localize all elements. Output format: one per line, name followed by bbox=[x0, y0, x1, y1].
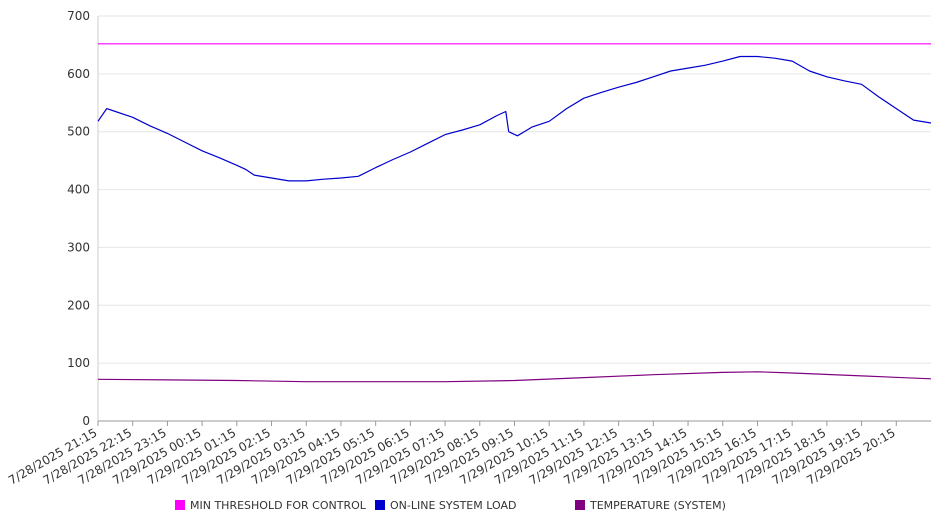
y-tick-label: 100 bbox=[67, 356, 90, 370]
gridlines bbox=[98, 15, 931, 364]
y-tick-label: 600 bbox=[67, 67, 90, 81]
legend-label: MIN THRESHOLD FOR CONTROL bbox=[190, 499, 367, 512]
legend-label: ON-LINE SYSTEM LOAD bbox=[390, 499, 516, 512]
series-lines bbox=[97, 43, 932, 383]
y-tick-label: 0 bbox=[82, 414, 90, 428]
y-tick-label: 400 bbox=[67, 183, 90, 197]
y-tick-label: 500 bbox=[67, 125, 90, 139]
y-tick-label: 300 bbox=[67, 240, 90, 254]
legend-swatch bbox=[175, 500, 185, 510]
series-line-2 bbox=[97, 55, 932, 182]
y-tick-label: 700 bbox=[67, 9, 90, 23]
y-tick-label: 200 bbox=[67, 298, 90, 312]
legend-swatch bbox=[575, 500, 585, 510]
series-line-3 bbox=[97, 371, 932, 383]
legend-swatch bbox=[375, 500, 385, 510]
legend: MIN THRESHOLD FOR CONTROL ON-LINE SYSTEM … bbox=[175, 499, 726, 512]
legend-label: TEMPERATURE (SYSTEM) bbox=[589, 499, 726, 512]
